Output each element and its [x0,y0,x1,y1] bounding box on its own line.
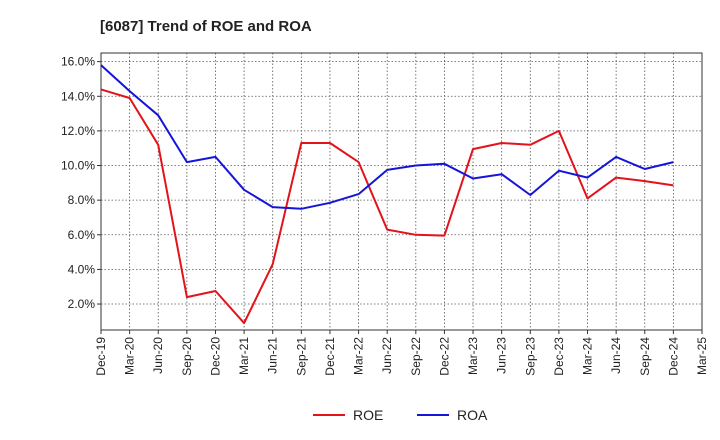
x-tick-label: Mar-21 [237,337,251,375]
y-tick-label: 4.0% [68,262,96,276]
x-tick-label: Jun-21 [266,337,280,374]
y-tick-label: 16.0% [61,55,95,69]
x-tick-label: Mar-22 [352,337,366,375]
x-tick-label: Mar-20 [123,337,137,375]
chart-title: [6087] Trend of ROE and ROA [100,18,312,35]
x-tick-label: Dec-22 [437,337,451,376]
y-tick-label: 12.0% [61,124,95,138]
x-tick-label: Sep-20 [180,337,194,376]
series-line-roa [100,64,674,210]
x-tick-label: Sep-21 [294,337,308,376]
legend: ROE ROA [313,407,488,423]
y-tick-label: 10.0% [61,159,95,173]
y-tick-label: 2.0% [68,297,96,311]
legend-label-roe: ROE [353,407,383,423]
legend-label-roa: ROA [457,407,488,423]
x-tick-label: Sep-23 [523,337,537,376]
x-tick-label: Mar-25 [695,337,709,375]
x-tick-label: Dec-23 [552,337,566,376]
x-tick-label: Jun-20 [151,337,165,374]
y-tick-label: 14.0% [61,89,95,103]
x-tick-label: Dec-20 [208,337,222,376]
x-tick-label: Mar-24 [581,337,595,375]
x-tick-label: Jun-24 [609,337,623,374]
plot-area: 2.0% 4.0% 6.0% 8.0% 10.0% 12.0% 14.0% 16.0% Dec-… [61,52,709,376]
plot-frame [100,52,703,331]
x-tick-label: Sep-24 [638,337,652,376]
x-tick-label: Jun-22 [380,337,394,374]
x-tick-label: Sep-22 [409,337,423,376]
x-tick-label: Dec-19 [94,337,108,376]
y-tick-label: 8.0% [68,193,96,207]
x-tick-label: Jun-23 [495,337,509,374]
x-tick-label: Dec-21 [323,337,337,376]
plot-background [101,53,702,330]
y-tick-label: 6.0% [68,228,96,242]
x-tick-label: Dec-24 [666,337,680,376]
x-tick-label: Mar-23 [466,337,480,375]
